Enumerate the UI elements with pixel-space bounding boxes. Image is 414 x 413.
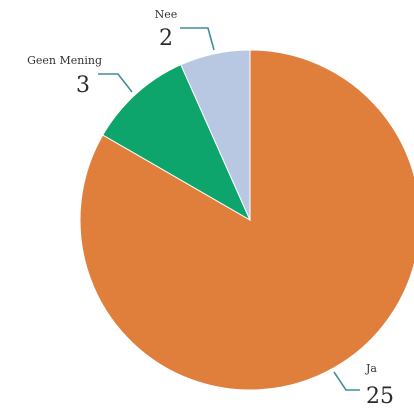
- leader-line: [98, 73, 133, 93]
- slice-label-name: Geen Mening: [27, 54, 102, 67]
- pie-slices: [79, 49, 414, 391]
- slice-labels: Ja 25 Geen Mening 3 Nee 2: [27, 8, 394, 409]
- slice-label-value: 25: [366, 384, 394, 409]
- leader-lines: [98, 27, 360, 391]
- slice-label-name: Nee: [155, 8, 178, 21]
- slice-label-value: 3: [76, 73, 90, 98]
- pie-slice-ja: [79, 49, 414, 391]
- pie-slice-nee: [180, 49, 251, 221]
- slice-label-value: 2: [159, 26, 173, 51]
- slice-label-name: Ja: [365, 362, 377, 375]
- leader-line: [180, 27, 215, 51]
- pie-slice-geen-mening: [102, 64, 252, 222]
- leader-line: [333, 371, 360, 391]
